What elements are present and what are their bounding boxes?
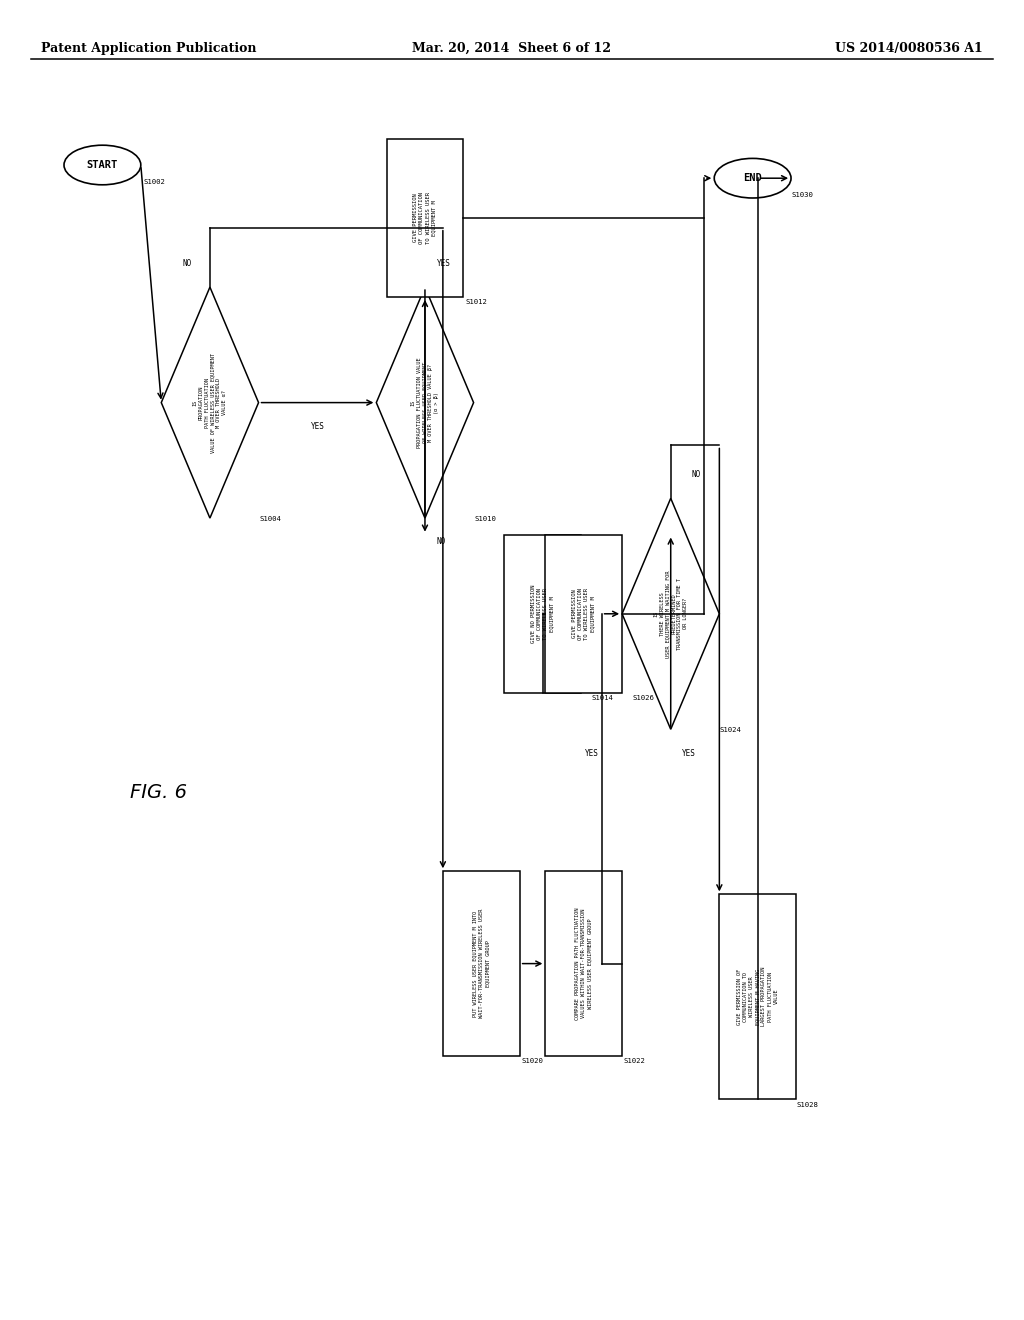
Text: YES: YES (682, 748, 696, 758)
Ellipse shape (715, 158, 791, 198)
Text: IS
PROPAGATION FLUCTUATION VALUE
OF WIRELESS USER EQUIPMENT
M OVER THRESHOLD VAL: IS PROPAGATION FLUCTUATION VALUE OF WIRE… (411, 358, 439, 447)
Text: S1020: S1020 (521, 1059, 543, 1064)
Polygon shape (623, 498, 719, 729)
FancyBboxPatch shape (545, 871, 622, 1056)
Polygon shape (377, 288, 473, 519)
Text: YES: YES (436, 259, 451, 268)
Text: YES: YES (585, 748, 599, 758)
Text: S1028: S1028 (797, 1102, 818, 1107)
Text: Mar. 20, 2014  Sheet 6 of 12: Mar. 20, 2014 Sheet 6 of 12 (413, 42, 611, 55)
Text: GIVE PERMISSION
OF COMMUNICATION
TO WIRELESS USER
EQUIPMENT M: GIVE PERMISSION OF COMMUNICATION TO WIRE… (413, 191, 437, 244)
Text: NO: NO (691, 470, 701, 479)
FancyBboxPatch shape (442, 871, 519, 1056)
Text: IS
THERE WIRELESS
USER EQUIPMENT M WAITING FOR
PREDETERMINED
TRANSMISSION FOR TI: IS THERE WIRELESS USER EQUIPMENT M WAITI… (653, 570, 688, 657)
Text: YES: YES (310, 422, 325, 430)
FancyBboxPatch shape (719, 895, 797, 1098)
Text: S1030: S1030 (792, 193, 813, 198)
Text: S1026: S1026 (633, 696, 654, 701)
Text: START: START (87, 160, 118, 170)
Text: S1004: S1004 (259, 516, 281, 521)
Text: Patent Application Publication: Patent Application Publication (41, 42, 256, 55)
Text: COMPARE PROPAGATION PATH FLUCTUATION
VALUES WITHIN WAIT-FOR-TRANSMISSION
WIRELES: COMPARE PROPAGATION PATH FLUCTUATION VAL… (575, 907, 592, 1020)
Text: FIG. 6: FIG. 6 (130, 783, 187, 801)
Text: US 2014/0080536 A1: US 2014/0080536 A1 (836, 42, 983, 55)
Text: GIVE PERMISSION OF
COMMUNICATION TO
WIRELESS USER
EQUIPMENT M HAVING
LARGEST PRO: GIVE PERMISSION OF COMMUNICATION TO WIRE… (736, 968, 779, 1026)
Text: S1014: S1014 (592, 696, 613, 701)
Text: GIVE NO PERMISSION
OF COMMUNICATION
TO WIRELESS USER
EQUIPMENT M: GIVE NO PERMISSION OF COMMUNICATION TO W… (530, 585, 555, 643)
Text: NO: NO (436, 537, 446, 546)
Text: S1002: S1002 (143, 180, 165, 185)
Ellipse shape (63, 145, 141, 185)
Polygon shape (161, 288, 258, 519)
Text: S1010: S1010 (474, 516, 496, 521)
Text: PUT WIRELESS USER EQUIPMENT M INTO
WAIT-FOR-TRANSMISSION WIRELESS USER
EQUIPMENT: PUT WIRELESS USER EQUIPMENT M INTO WAIT-… (473, 909, 489, 1018)
Text: NO: NO (182, 259, 193, 268)
FancyBboxPatch shape (545, 535, 622, 693)
Text: IS
PROPAGATION
PATH FLUCTUATION
VALUE OF WIRELESS USER EQUIPMENT
M OVER THRESHOL: IS PROPAGATION PATH FLUCTUATION VALUE OF… (193, 352, 227, 453)
Text: S1024: S1024 (720, 727, 741, 733)
FancyBboxPatch shape (387, 139, 463, 297)
Text: END: END (743, 173, 762, 183)
FancyBboxPatch shape (505, 535, 582, 693)
Text: S1012: S1012 (466, 300, 487, 305)
Text: GIVE PERMISSION
OF COMMUNICATION
TO WIRELESS USER
EQUIPMENT M: GIVE PERMISSION OF COMMUNICATION TO WIRE… (571, 587, 596, 640)
Text: S1022: S1022 (624, 1059, 645, 1064)
